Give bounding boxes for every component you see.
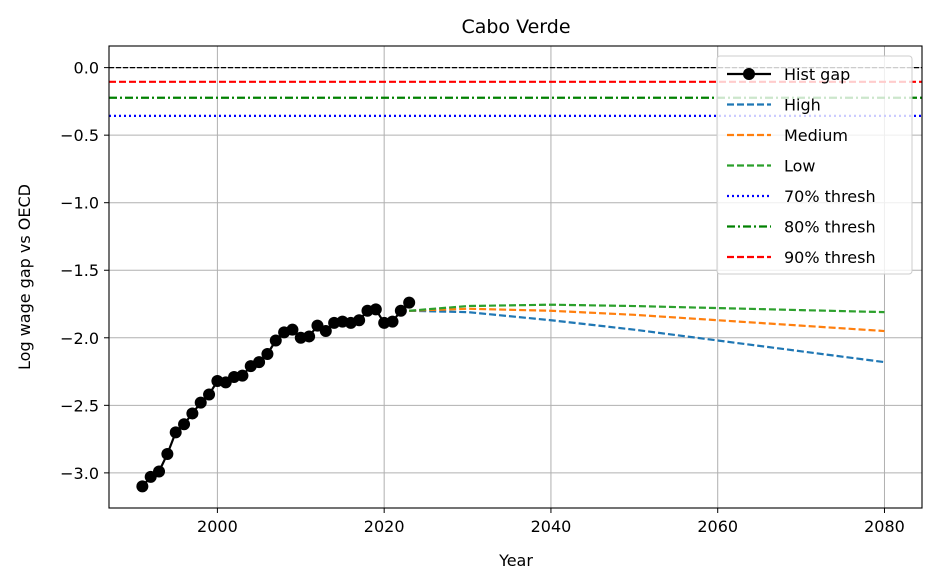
x-tick-label: 2040: [531, 517, 572, 536]
data-point: [203, 388, 216, 401]
data-point: [236, 369, 249, 382]
legend-marker: [743, 68, 755, 80]
axes-frame: [108, 45, 923, 509]
data-point: [319, 325, 332, 338]
data-point: [303, 330, 316, 343]
chart-title: Cabo Verde: [461, 16, 570, 38]
y-tick-label: −2.0: [60, 329, 99, 348]
legend-entry-label: Medium: [784, 126, 848, 145]
plot-area: 2000 2020 2040 2060 2080 0.0 −0.5 −1.0 −1.5 −2.0 −…: [60, 45, 923, 536]
series-line: [409, 309, 885, 364]
legend-entry-label: 70% thresh: [784, 187, 876, 206]
data-point: [194, 396, 207, 409]
x-tick-label: 2060: [697, 517, 738, 536]
data-point: [269, 334, 282, 347]
data-point: [178, 418, 191, 431]
data-point: [161, 447, 174, 460]
data-point: [353, 314, 366, 327]
legend-entry-label: High: [784, 96, 821, 115]
legend-entry-label: 80% thresh: [784, 218, 876, 237]
x-tick-label: 2080: [864, 517, 905, 536]
y-tick-label: −0.5: [60, 126, 99, 145]
legend-entry-label: Hist gap: [784, 65, 850, 84]
y-tick-label: −3.0: [60, 464, 99, 483]
x-tick-label: 2000: [197, 517, 238, 536]
legend-entry-label: Low: [784, 157, 816, 176]
legend-frame: [716, 55, 913, 275]
y-tick-label: −1.0: [60, 194, 99, 213]
x-tick-label: 2020: [364, 517, 405, 536]
data-point: [253, 356, 266, 369]
data-point: [369, 303, 382, 316]
series-line: [409, 303, 885, 314]
y-axis-label: Log wage gap vs OECD: [15, 184, 34, 370]
x-axis-label: Year: [498, 551, 533, 570]
data-point: [169, 426, 182, 439]
y-tick-label: −2.5: [60, 396, 99, 415]
data-point: [403, 296, 416, 309]
data-point: [386, 315, 399, 328]
data-point: [394, 304, 407, 317]
data-point: [261, 348, 274, 360]
data-point: [186, 407, 199, 420]
y-tick-label: 0.0: [74, 59, 99, 78]
legend-entry-label: 90% thresh: [784, 248, 876, 267]
legend: Hist gap High Medium Low 70% thresh 80% thres…: [716, 55, 913, 275]
data-point: [153, 465, 166, 478]
y-tick-label: −1.5: [60, 261, 99, 280]
data-point: [136, 480, 149, 493]
data-point: [286, 323, 299, 336]
series-line: [409, 307, 885, 333]
